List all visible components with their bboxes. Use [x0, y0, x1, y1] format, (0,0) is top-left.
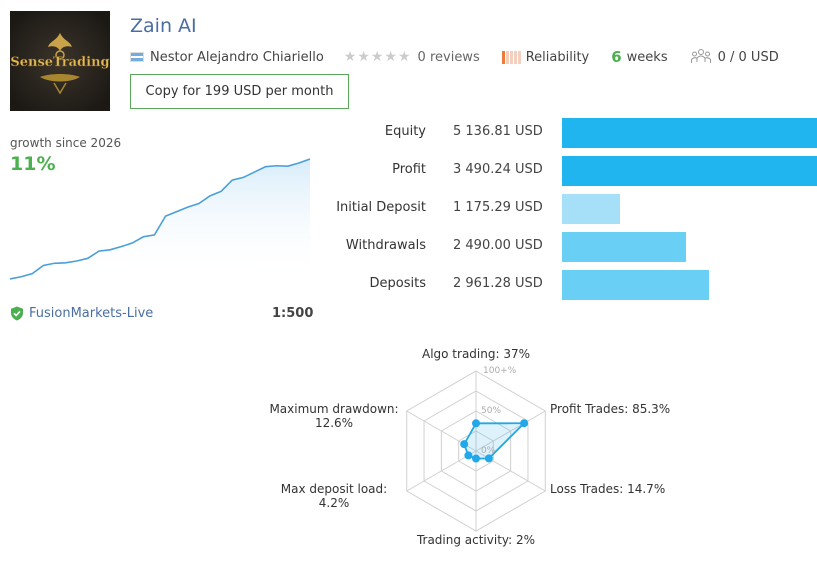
radar-point[interactable]	[472, 419, 480, 428]
weeks-count: 6	[611, 48, 622, 66]
radar-grid-ring	[440, 410, 512, 492]
broker-name[interactable]: FusionMarkets-Live	[29, 306, 154, 321]
radar-point[interactable]	[464, 451, 473, 460]
argentina-flag-icon	[130, 52, 144, 62]
signal-meta-row: Nestor Alejandro Chiariello ★★★★★ 0 revi…	[130, 47, 779, 67]
growth-chart	[10, 158, 311, 280]
stat-row: Withdrawals 2 490.00 USD	[320, 232, 817, 262]
reliability-segment	[513, 50, 517, 64]
rating-stars: ★★★★★	[343, 49, 412, 65]
reliability-segment	[517, 50, 521, 64]
verified-shield-icon	[11, 306, 23, 321]
radar-point[interactable]	[472, 454, 480, 463]
stat-label: Initial Deposit	[336, 200, 426, 215]
stat-label: Equity	[384, 124, 426, 139]
reliability-label: Reliability	[525, 49, 590, 65]
reliability-segment	[505, 50, 509, 64]
reliability-segment	[501, 50, 505, 64]
svg-text:SenseTrading: SenseTrading	[10, 55, 109, 70]
author-name[interactable]: Nestor Alejandro Chiariello	[150, 49, 324, 65]
radar-axis-label: Algo trading: 37%	[421, 347, 530, 361]
radar-grid-ring	[423, 390, 529, 512]
stat-row: Profit 3 490.24 USD	[320, 156, 817, 186]
radar-grid-ring	[406, 370, 546, 532]
stat-label: Withdrawals	[345, 238, 426, 253]
growth-area	[10, 159, 310, 279]
signal-title[interactable]: Zain AI	[130, 15, 197, 37]
stat-bar	[562, 232, 686, 262]
reviews-count[interactable]: 0 reviews	[417, 49, 480, 65]
radar-point[interactable]	[520, 419, 529, 428]
subscribers-icon	[690, 49, 711, 63]
stat-bar	[562, 118, 817, 148]
radar-spoke	[475, 450, 546, 492]
radar-axis-label: Trading activity: 2%	[416, 533, 536, 547]
radar-spoke	[406, 450, 477, 492]
signal-logo: SenseTrading	[10, 11, 110, 111]
growth-label: growth since 2026	[10, 136, 122, 150]
radar-tick-label: 50%	[481, 406, 502, 416]
stat-value: 5 136.81 USD	[453, 124, 543, 139]
stat-row: Deposits 2 961.28 USD	[320, 270, 817, 300]
stat-value: 3 490.24 USD	[453, 162, 543, 177]
stat-row: Equity 5 136.81 USD	[320, 118, 817, 148]
stat-value: 2 961.28 USD	[453, 276, 543, 291]
radar-spoke	[406, 410, 477, 452]
stat-bar	[562, 156, 817, 186]
stat-value: 1 175.29 USD	[453, 200, 543, 215]
stat-value: 2 490.00 USD	[453, 238, 543, 253]
stat-label: Profit	[392, 162, 426, 177]
radar-spoke	[475, 410, 546, 452]
stat-label: Deposits	[369, 276, 426, 291]
radar-axis-label: Loss Trades: 14.7%	[550, 482, 666, 496]
reliability-bar-icon	[501, 50, 521, 64]
stat-row: Initial Deposit 1 175.29 USD	[320, 194, 817, 224]
radar-tick-label: 0%	[481, 446, 496, 456]
radar-axis-label: Maximum drawdown: 12.6%	[269, 402, 399, 430]
radar-point[interactable]	[460, 440, 469, 449]
stat-bar	[562, 194, 620, 224]
leverage-value: 1:500	[272, 306, 314, 321]
radar-axis-label: Max deposit load: 4.2%	[280, 482, 388, 510]
reliability-segment	[509, 50, 513, 64]
broker-link[interactable]: FusionMarkets-Live	[10, 306, 153, 321]
growth-value: 11%	[10, 153, 56, 175]
stat-bar	[562, 270, 709, 300]
radar-axis-label: Profit Trades: 85.3%	[550, 402, 671, 416]
copy-subscribe-button[interactable]: Copy for 199 USD per month	[130, 74, 349, 109]
weeks-label: weeks	[626, 49, 668, 65]
growth-line	[10, 158, 311, 280]
subscribers-funds: 0 / 0 USD	[717, 49, 779, 65]
radar-tick-label: 100+%	[483, 366, 517, 376]
